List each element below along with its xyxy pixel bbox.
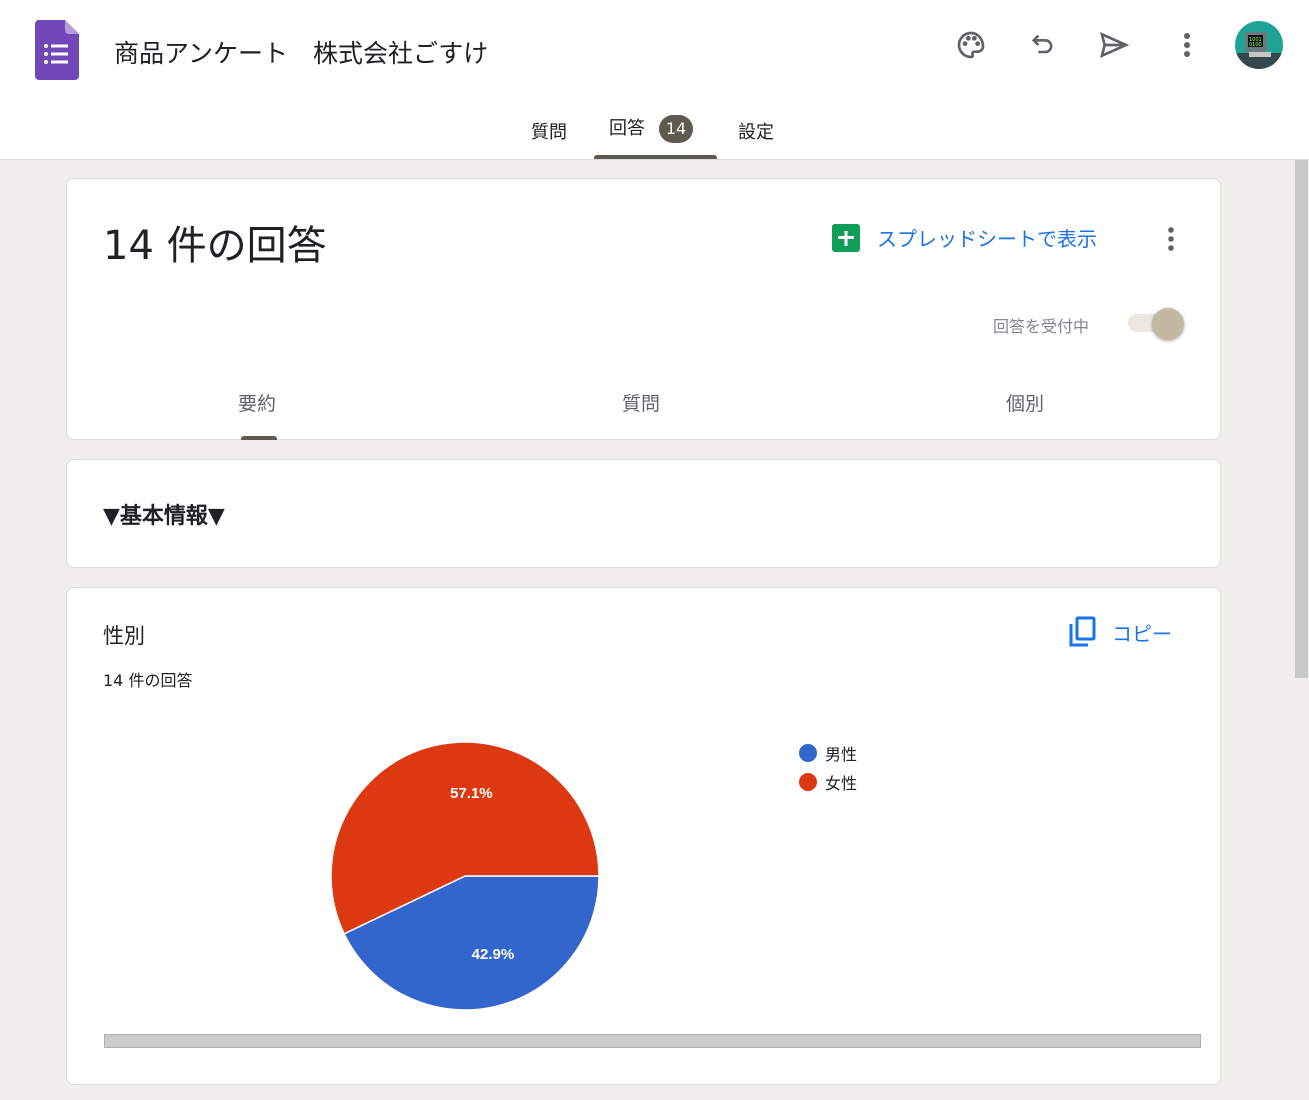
question-summary-card: 性別 14 件の回答 コピー 42.9% 57.1% 男性 女性 [66,587,1221,1085]
question-response-count: 14 件の回答 [103,671,193,690]
undo-icon[interactable] [1026,28,1060,62]
svg-text:1001: 1001 [1249,37,1262,43]
app-header: 商品アンケート 株式会社ごすけ 1001 0100 質問 回答 14 設定 [0,0,1309,160]
legend-label-female: 女性 [825,773,858,793]
pie-slice-0[interactable] [343,875,600,1011]
view-in-sheets-label: スプレッドシートで表示 [877,227,1097,251]
subtab-summary[interactable]: 要約 [238,393,277,415]
tab-responses-label: 回答 [609,118,645,139]
forms-logo-icon[interactable] [35,20,79,80]
responses-title: 14 件の回答 [103,223,327,269]
main-tabs: 質問 回答 14 設定 [0,112,1309,160]
accepting-responses-label: 回答を受付中 [993,317,1090,336]
view-in-sheets-button[interactable]: スプレッドシートで表示 [832,223,1097,252]
legend-label-male: 男性 [825,744,858,764]
section-title: ▼基本情報▼ [103,504,225,529]
more-options-icon[interactable] [1167,225,1175,257]
horizontal-scrollbar[interactable] [104,1034,1201,1048]
pie-chart: 42.9% 57.1% [330,741,600,1011]
legend-item-male: 男性 [799,738,857,767]
tab-questions[interactable]: 質問 [531,122,567,143]
section-header-card: ▼基本情報▼ [66,459,1221,568]
svg-text:0100: 0100 [1249,42,1262,48]
copy-label: コピー [1112,621,1172,646]
response-count-badge: 14 [659,115,693,143]
sheets-icon [832,223,860,252]
copy-icon [1069,616,1096,647]
responses-summary-card: 14 件の回答 スプレッドシートで表示 回答を受付中 要約 質問 個別 [66,178,1221,440]
more-vert-icon[interactable] [1170,28,1204,62]
question-title: 性別 [103,624,145,648]
legend-item-female: 女性 [799,767,857,796]
pie-label-0: 42.9% [472,946,515,963]
legend-swatch-female [799,772,817,791]
tab-settings[interactable]: 設定 [738,122,774,143]
chart-legend: 男性 女性 [799,738,857,796]
tab-responses[interactable]: 回答 14 [609,114,693,143]
pie-label-1: 57.1% [450,785,493,802]
accepting-responses-toggle[interactable] [1128,308,1184,340]
palette-icon[interactable] [954,28,988,62]
active-tab-indicator [594,155,717,159]
pie-slice-1[interactable] [330,741,600,935]
vertical-scrollbar-thumb[interactable] [1295,160,1308,678]
copy-chart-button[interactable]: コピー [1068,616,1172,648]
send-icon[interactable] [1097,28,1131,62]
avatar[interactable]: 1001 0100 [1235,21,1283,69]
subtab-individual[interactable]: 個別 [1006,393,1045,415]
form-title[interactable]: 商品アンケート 株式会社ごすけ [114,39,489,68]
legend-swatch-male [799,743,817,762]
subtab-question[interactable]: 質問 [622,393,661,415]
active-subtab-indicator [241,436,277,440]
